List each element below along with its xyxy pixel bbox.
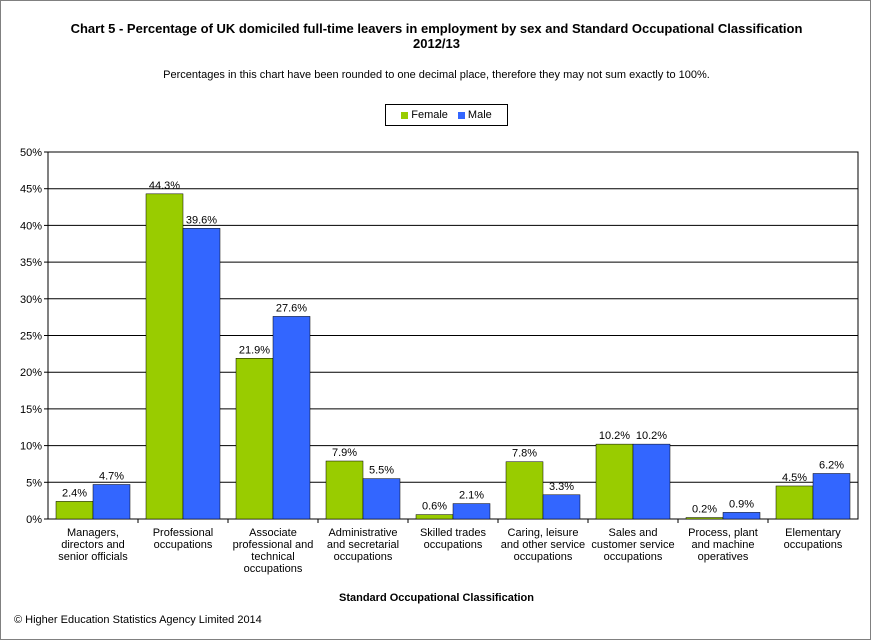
- x-tick-label: Sales and customer service occupations: [591, 527, 674, 563]
- data-label-female: 7.8%: [512, 448, 537, 460]
- chart-legend: Female Male: [385, 104, 508, 126]
- x-axis-title: Standard Occupational Classification: [339, 592, 534, 604]
- x-tick-label: Administrative and secretarial occupations: [327, 527, 399, 563]
- bar-female-0: [55, 501, 94, 520]
- bar-female-7: [685, 517, 724, 520]
- bar-male-1: [182, 228, 221, 520]
- bar-male-8: [812, 473, 851, 520]
- data-label-female: 0.2%: [692, 504, 717, 516]
- copyright-notice: © Higher Education Statistics Agency Lim…: [14, 614, 262, 626]
- legend-swatch-male: [457, 111, 465, 119]
- bar-male-6: [632, 443, 671, 520]
- y-tick-label: 0%: [26, 514, 42, 526]
- y-tick-label: 50%: [20, 147, 42, 159]
- data-label-female: 44.3%: [149, 180, 180, 192]
- legend-item-male: Male: [457, 109, 492, 121]
- bar-male-7: [722, 512, 761, 520]
- data-label-female: 7.9%: [332, 447, 357, 459]
- x-tick-label: Professional occupations: [153, 527, 214, 551]
- data-label-female: 2.4%: [62, 487, 87, 499]
- data-label-male: 4.7%: [99, 471, 124, 483]
- x-tick-label: Process, plant and machine operatives: [688, 527, 758, 563]
- chart-title: Chart 5 - Percentage of UK domiciled ful…: [70, 21, 803, 51]
- legend-item-female: Female: [401, 109, 448, 121]
- y-tick-label: 5%: [26, 477, 42, 489]
- bar-female-1: [145, 193, 184, 520]
- data-label-male: 5.5%: [369, 465, 394, 477]
- data-label-male: 0.9%: [729, 498, 754, 510]
- bar-male-5: [542, 494, 581, 520]
- y-tick-label: 30%: [20, 294, 42, 306]
- chart-subtitle: Percentages in this chart have been roun…: [163, 69, 710, 81]
- data-label-male: 27.6%: [276, 302, 307, 314]
- bar-male-0: [92, 484, 131, 520]
- y-tick-label: 40%: [20, 220, 42, 232]
- data-label-female: 0.6%: [422, 501, 447, 513]
- y-tick-label: 20%: [20, 367, 42, 379]
- legend-swatch-female: [401, 111, 409, 119]
- data-label-male: 3.3%: [549, 481, 574, 493]
- data-label-female: 21.9%: [239, 344, 270, 356]
- bar-female-5: [505, 461, 544, 520]
- x-tick-label: Associate professional and technical occupa…: [233, 527, 314, 575]
- legend-label-male: Male: [467, 109, 492, 121]
- x-tick-label: Managers, directors and senior officials: [58, 527, 128, 563]
- bar-male-3: [362, 478, 401, 520]
- bar-male-4: [452, 503, 491, 520]
- x-tick-label: Skilled trades occupations: [420, 527, 487, 551]
- bar-female-2: [235, 358, 274, 520]
- bar-female-4: [415, 514, 454, 520]
- data-label-female: 10.2%: [599, 430, 630, 442]
- data-label-male: 2.1%: [459, 490, 484, 502]
- y-tick-label: 15%: [20, 404, 42, 416]
- y-tick-label: 45%: [20, 184, 42, 196]
- data-label-female: 4.5%: [782, 472, 807, 484]
- y-tick-label: 25%: [20, 331, 42, 343]
- bar-female-6: [595, 443, 634, 520]
- x-tick-label: Elementary occupations: [784, 527, 843, 551]
- bar-male-2: [272, 316, 311, 520]
- data-label-male: 10.2%: [636, 430, 667, 442]
- legend-label-female: Female: [411, 109, 448, 121]
- data-label-male: 6.2%: [819, 459, 844, 471]
- bar-female-8: [775, 485, 814, 520]
- bar-female-3: [325, 460, 364, 520]
- y-tick-label: 10%: [20, 441, 42, 453]
- x-tick-label: Caring, leisure and other service occupati…: [501, 527, 585, 563]
- y-tick-label: 35%: [20, 257, 42, 269]
- data-label-male: 39.6%: [186, 214, 217, 226]
